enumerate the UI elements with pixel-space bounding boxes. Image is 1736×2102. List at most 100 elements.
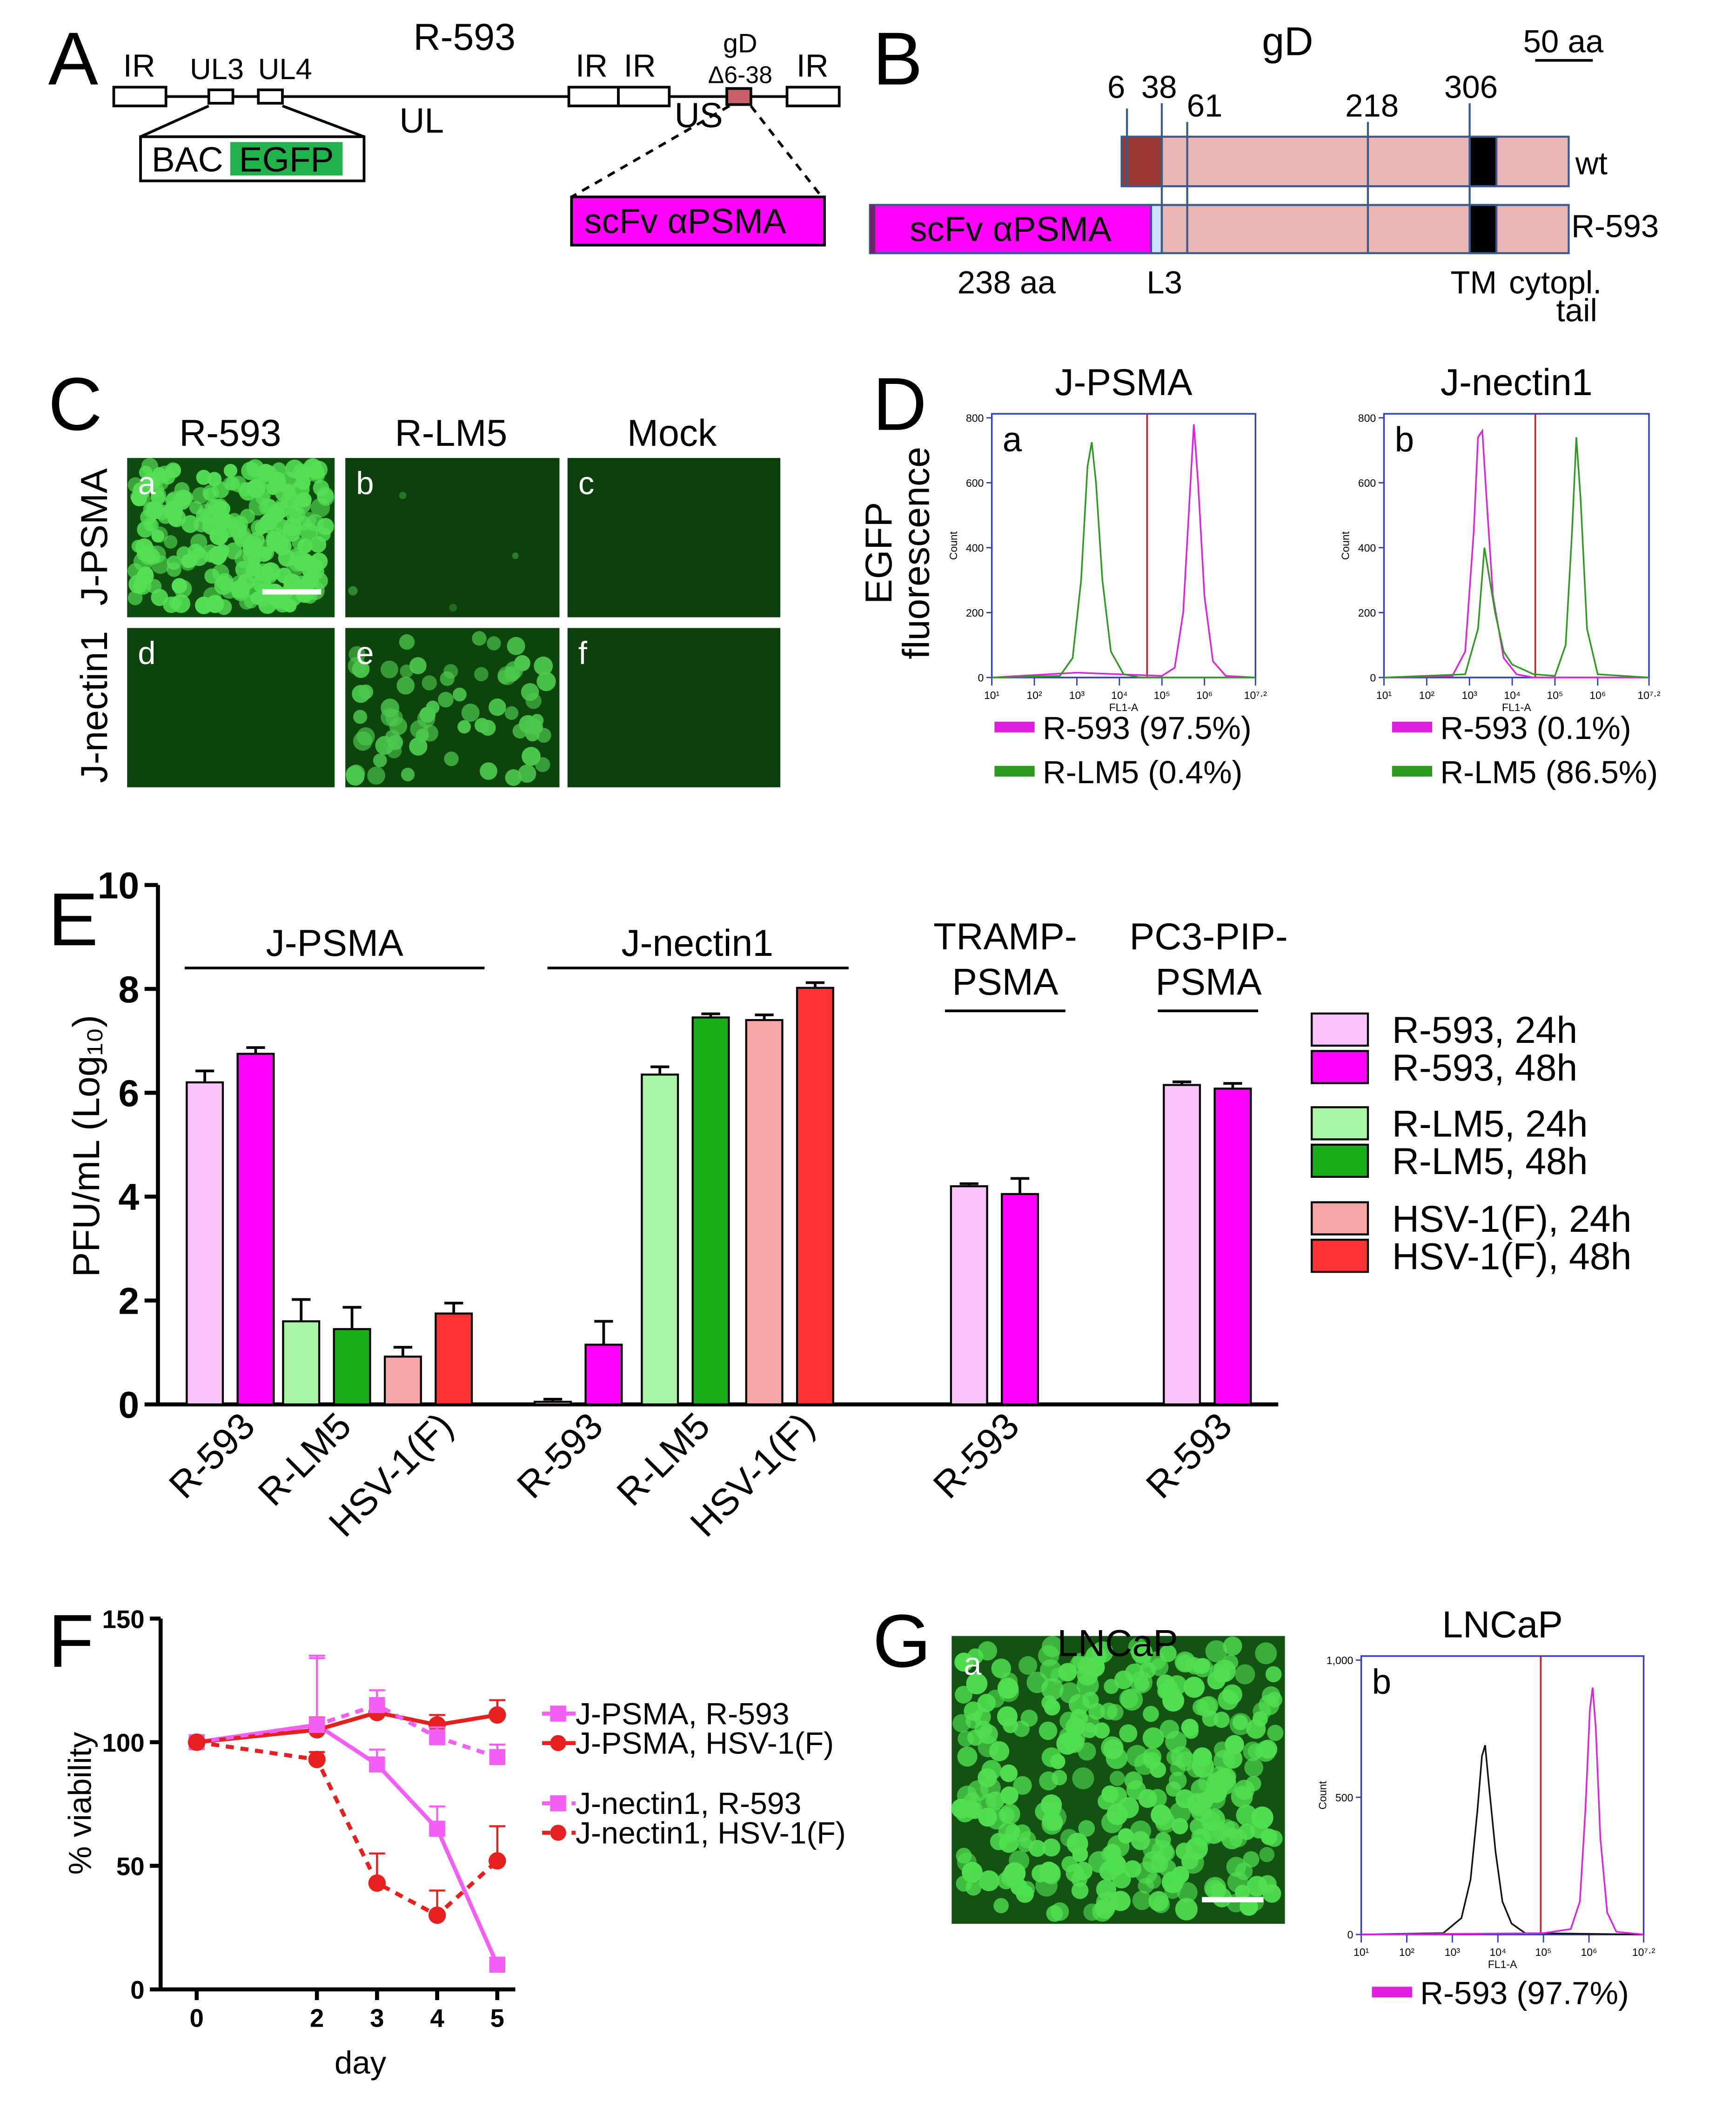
cell bbox=[1074, 1861, 1093, 1880]
legend-label: J-nectin1, HSV-1(F) bbox=[576, 1816, 846, 1850]
cell bbox=[201, 544, 220, 563]
cell bbox=[1010, 1878, 1028, 1896]
cell bbox=[167, 463, 181, 478]
cell bbox=[422, 675, 437, 691]
cell bbox=[1244, 1758, 1263, 1777]
cell bbox=[480, 762, 497, 780]
length-label: 238 aa bbox=[958, 264, 1056, 300]
cell bbox=[1041, 1747, 1062, 1767]
y-axis-label: % viability bbox=[62, 1732, 98, 1874]
cell bbox=[978, 1641, 997, 1661]
bar bbox=[1213, 1088, 1252, 1406]
plot-frame bbox=[1383, 413, 1650, 678]
micrograph bbox=[345, 458, 560, 618]
x-tick-label: 10⁵ bbox=[1154, 689, 1170, 701]
cell bbox=[1118, 1828, 1134, 1844]
cell bbox=[1202, 1710, 1219, 1727]
cell bbox=[1042, 1838, 1060, 1857]
cell bbox=[1206, 1790, 1226, 1809]
y-tick-label: 0 bbox=[130, 1976, 144, 2004]
cell bbox=[1078, 1820, 1095, 1837]
cell bbox=[173, 492, 191, 510]
histogram-curve bbox=[1384, 437, 1649, 678]
cell bbox=[225, 542, 242, 560]
cell bbox=[399, 634, 415, 650]
cell bbox=[380, 660, 398, 678]
linker-region bbox=[1150, 204, 1163, 255]
cell bbox=[1155, 1832, 1171, 1848]
x-tick-label: R-593 bbox=[925, 1405, 1027, 1507]
y-tick-label: 1,000 bbox=[1327, 1654, 1354, 1666]
subpanel-label: b bbox=[1394, 420, 1414, 459]
bar bbox=[1163, 1084, 1201, 1406]
cell bbox=[356, 727, 375, 746]
cell bbox=[1262, 1884, 1281, 1903]
egfp-label: EGFP bbox=[239, 140, 334, 179]
y-tick-label: 500 bbox=[1335, 1792, 1353, 1804]
error-bar bbox=[1010, 1177, 1030, 1194]
x-tick-label: 10² bbox=[1026, 689, 1042, 701]
cell bbox=[1098, 1793, 1114, 1810]
y-tick-label: 8 bbox=[118, 969, 139, 1011]
cell bbox=[1132, 1890, 1152, 1910]
x-axis-label: FL1-A bbox=[1109, 701, 1139, 713]
cell bbox=[1072, 1767, 1094, 1789]
egfp-box bbox=[230, 142, 343, 176]
cell bbox=[999, 1807, 1015, 1823]
x-axis-label: day bbox=[335, 2045, 387, 2081]
y-tick-label: 0 bbox=[1370, 672, 1376, 684]
cell bbox=[1208, 1766, 1231, 1789]
cell bbox=[1076, 1674, 1099, 1696]
cell bbox=[1019, 1831, 1036, 1848]
x-tick-label: 10⁷·² bbox=[1244, 689, 1267, 701]
cell bbox=[1172, 1866, 1189, 1884]
legend-label: R-LM5 (0.4%) bbox=[1043, 754, 1243, 790]
x-tick-label: 5 bbox=[490, 2004, 504, 2033]
ir-label: IR bbox=[576, 47, 608, 83]
position-label: 306 bbox=[1444, 69, 1498, 105]
cell bbox=[206, 595, 224, 613]
group-label: J-nectin1 bbox=[621, 922, 773, 964]
cell bbox=[1103, 1739, 1124, 1760]
cell bbox=[167, 555, 181, 570]
cell bbox=[310, 498, 330, 517]
cell bbox=[1092, 1641, 1113, 1663]
legend-marker bbox=[550, 1706, 566, 1722]
panel-label: E bbox=[48, 878, 98, 961]
cell bbox=[127, 563, 143, 579]
bar bbox=[796, 987, 834, 1406]
y-axis-label: Count bbox=[947, 531, 959, 560]
legend-label: J-PSMA, HSV-1(F) bbox=[576, 1726, 834, 1761]
cell bbox=[171, 578, 188, 594]
cell bbox=[1219, 1819, 1235, 1835]
error-bar bbox=[1172, 1080, 1192, 1085]
row-label: J-nectin1 bbox=[74, 631, 115, 783]
y-axis-label: Count bbox=[1340, 531, 1352, 560]
cell bbox=[954, 1686, 973, 1704]
histogram-curve bbox=[1384, 428, 1649, 678]
ul3-label: UL3 bbox=[190, 53, 244, 86]
bar bbox=[584, 1343, 623, 1406]
cell bbox=[1128, 1638, 1147, 1657]
cell bbox=[1235, 1862, 1253, 1880]
cell bbox=[991, 1659, 1012, 1679]
cell bbox=[1266, 1830, 1283, 1847]
bar bbox=[236, 1053, 275, 1406]
cell bbox=[1175, 1789, 1195, 1808]
x-tick-label: 10⁶ bbox=[1589, 689, 1606, 701]
cell bbox=[1118, 1797, 1139, 1819]
cell bbox=[1142, 1727, 1164, 1749]
cell bbox=[1044, 1699, 1060, 1716]
axis-label: EGFP bbox=[858, 502, 900, 604]
cell bbox=[1231, 1786, 1253, 1808]
cell bbox=[133, 576, 152, 595]
marker bbox=[308, 1751, 326, 1768]
y-tick-label: 200 bbox=[1358, 607, 1376, 619]
y-tick-label: 400 bbox=[966, 542, 984, 554]
x-axis-label: FL1-A bbox=[1488, 1958, 1517, 1970]
cell bbox=[1255, 1740, 1276, 1762]
cell bbox=[198, 503, 214, 519]
position-label: 218 bbox=[1345, 88, 1399, 124]
wt-label: wt bbox=[1575, 145, 1608, 181]
cell bbox=[1267, 1725, 1284, 1741]
